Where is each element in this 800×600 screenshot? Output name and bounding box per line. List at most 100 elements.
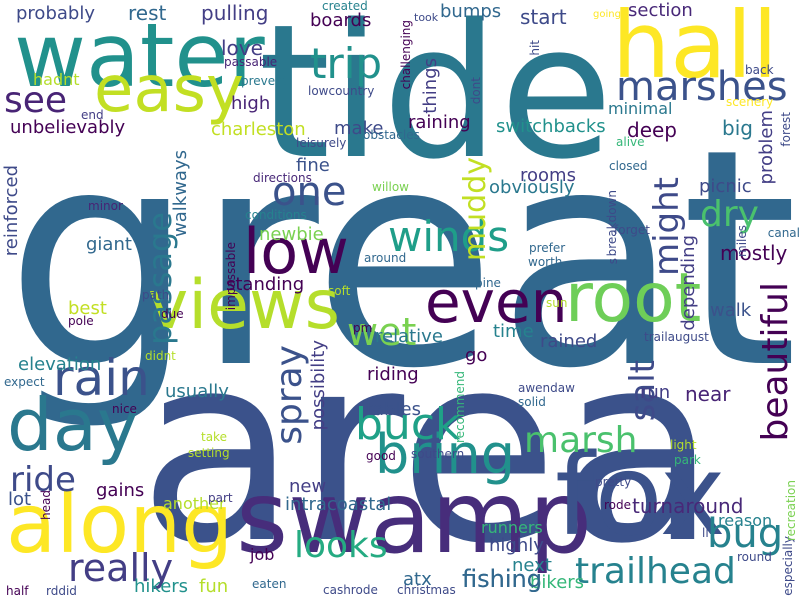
word-back: back bbox=[745, 63, 774, 77]
word-canal: canal bbox=[767, 226, 800, 240]
word-forest: forest bbox=[779, 112, 793, 147]
word-going: going bbox=[593, 9, 621, 20]
word-obstacles: obstacles bbox=[363, 128, 420, 142]
word-best: best bbox=[68, 298, 107, 319]
word-eaten: eaten bbox=[252, 577, 287, 591]
word-alive: alive bbox=[616, 135, 645, 149]
word-took: took bbox=[414, 11, 439, 24]
word-marsh: marsh bbox=[524, 420, 638, 461]
word-path: path bbox=[142, 288, 170, 302]
word-fox: fox bbox=[555, 431, 726, 561]
word-swamp: swamp bbox=[236, 459, 593, 576]
word-cashrode: cashrode bbox=[323, 583, 378, 597]
word-s: s bbox=[606, 258, 620, 265]
word-deep: deep bbox=[627, 118, 677, 142]
word-rooms: rooms bbox=[520, 165, 576, 186]
word-really: really bbox=[68, 546, 174, 590]
word-tide: tide bbox=[258, 0, 614, 200]
word-highly: highly bbox=[489, 535, 544, 556]
word-near: near bbox=[685, 382, 731, 406]
word-relative: relative bbox=[375, 326, 443, 347]
word-trip: trip bbox=[310, 39, 383, 88]
word-along: along bbox=[6, 477, 234, 572]
word-another: another bbox=[163, 494, 226, 513]
word-marshes: marshes bbox=[616, 64, 788, 110]
word-boards: boards bbox=[310, 10, 372, 31]
word-area: area bbox=[138, 299, 718, 600]
word-trailaugust: trailaugust bbox=[644, 330, 709, 344]
word-looks: looks bbox=[294, 525, 388, 566]
word-rode: rode bbox=[604, 498, 632, 512]
word-walkways: walkways bbox=[170, 150, 191, 237]
word-solid: solid bbox=[518, 395, 546, 409]
word-reinforced: reinforced bbox=[1, 165, 22, 257]
word-tables: tables bbox=[366, 399, 421, 420]
word-big: big bbox=[722, 116, 753, 140]
word-leisurely: leisurely bbox=[296, 136, 347, 150]
word-willow: willow bbox=[372, 180, 409, 194]
word-switchbacks: switchbacks bbox=[496, 116, 606, 137]
word-ll: ll bbox=[702, 526, 709, 540]
word-see: see bbox=[4, 80, 68, 121]
word-miles: miles bbox=[735, 225, 749, 257]
word-run: run bbox=[640, 382, 671, 403]
word-winds: winds bbox=[388, 212, 510, 261]
word-raining: raining bbox=[408, 112, 471, 133]
word-love: love bbox=[221, 36, 263, 60]
word-easy: easy bbox=[94, 53, 244, 127]
word-gains: gains bbox=[96, 480, 145, 501]
word-end: end bbox=[81, 108, 104, 122]
word-bumps: bumps bbox=[440, 1, 502, 22]
word-rained: rained bbox=[540, 331, 598, 352]
word-pole: pole bbox=[68, 314, 94, 328]
word-lowcountry: lowcountry bbox=[308, 84, 375, 98]
word-minor: minor bbox=[88, 199, 123, 213]
word-things: things bbox=[420, 58, 441, 114]
word-wet: wet bbox=[347, 310, 417, 354]
word-reason: reason bbox=[718, 511, 773, 530]
word-fun: fun bbox=[199, 576, 229, 597]
word-great: great bbox=[5, 85, 799, 434]
word-setting: setting bbox=[188, 446, 230, 460]
word-didnt: didnt bbox=[145, 349, 176, 363]
word-standing: standing bbox=[226, 274, 305, 295]
word-probably: probably bbox=[16, 3, 95, 24]
word-next: next bbox=[512, 555, 552, 576]
word-new: new bbox=[289, 476, 327, 497]
word-scenery: scenery bbox=[726, 95, 774, 109]
word-beautiful: beautiful bbox=[755, 282, 796, 442]
word-challenging: challenging bbox=[399, 20, 413, 90]
word-time: time bbox=[493, 321, 534, 342]
word-obviously: obviously bbox=[489, 177, 575, 198]
word-newbie: newbie bbox=[259, 224, 324, 245]
word-day: day bbox=[7, 383, 140, 467]
word-rain: rain bbox=[53, 349, 150, 407]
word-head: head bbox=[39, 490, 53, 520]
word-picnic: picnic bbox=[699, 176, 752, 197]
word-directions: directions bbox=[253, 171, 312, 185]
word-fishing: fishing bbox=[462, 565, 542, 593]
word-christmas: christmas bbox=[397, 583, 456, 597]
word-forget: forget bbox=[614, 223, 650, 237]
word-pulling: pulling bbox=[201, 1, 269, 25]
word-make: make bbox=[334, 118, 384, 139]
word-water: water bbox=[14, 4, 265, 107]
word-high: high bbox=[231, 93, 271, 114]
word-light: light bbox=[670, 438, 697, 452]
word-worth: worth bbox=[528, 255, 563, 269]
word-fishing2: fishing bbox=[462, 565, 542, 593]
word-mostly: mostly bbox=[720, 241, 788, 265]
word-ride: ride bbox=[10, 460, 76, 500]
word-minimal: minimal bbox=[608, 99, 673, 118]
word-buck: buck bbox=[355, 399, 461, 450]
word-prefer: prefer bbox=[529, 241, 566, 255]
word-due: due bbox=[161, 307, 184, 321]
word-intracoastal: intracoastal bbox=[285, 494, 392, 515]
word-views: views bbox=[148, 266, 341, 345]
word-sun: sun bbox=[546, 296, 568, 310]
word-hikers: hikers bbox=[134, 576, 189, 597]
word-lot: lot bbox=[8, 489, 32, 510]
word-around: around bbox=[364, 251, 407, 265]
word-impassable: impassable bbox=[224, 242, 238, 311]
